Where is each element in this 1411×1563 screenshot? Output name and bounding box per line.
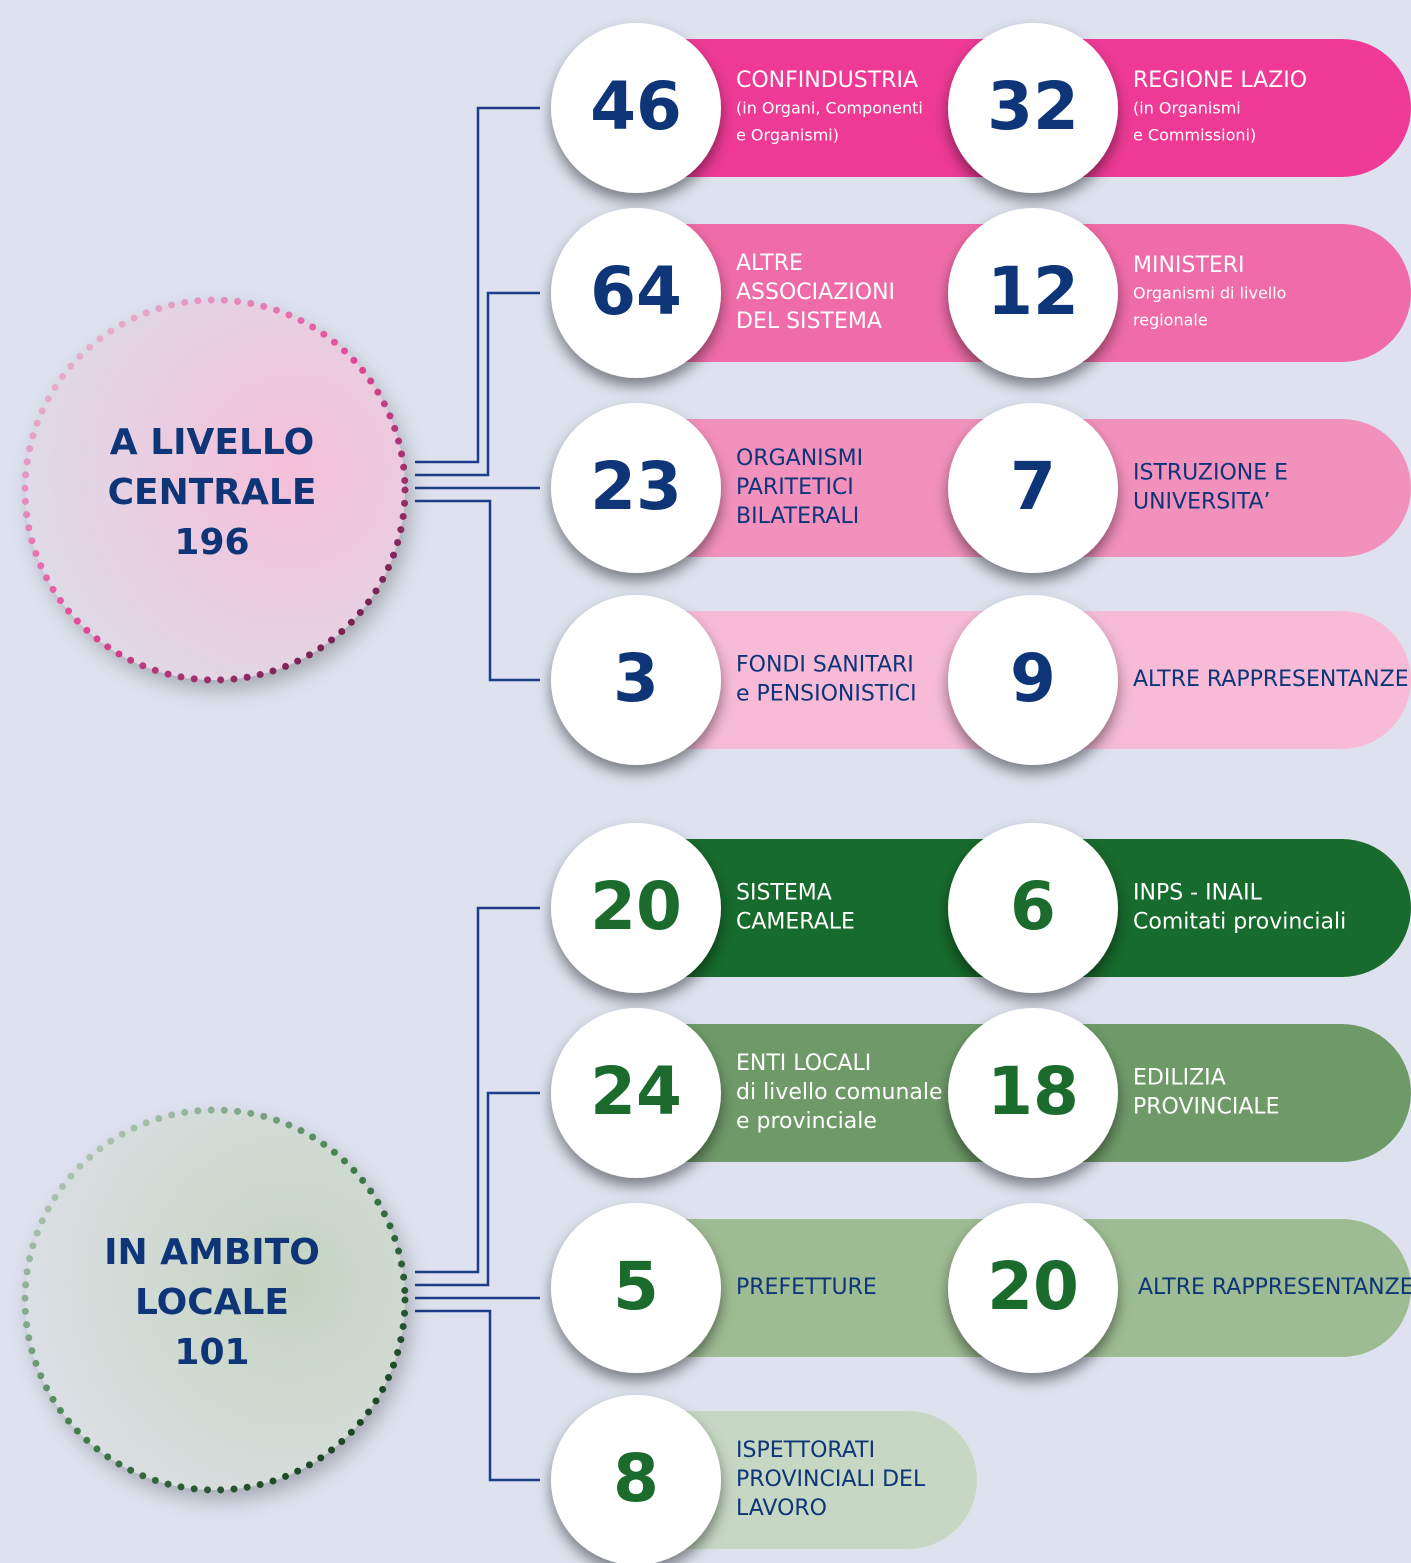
item-label: EDILIZIA	[1133, 1066, 1226, 1091]
item-note: (in Organismi	[1133, 99, 1241, 118]
number-circle	[551, 595, 721, 765]
number: 24	[590, 1053, 682, 1130]
connector	[415, 1091, 540, 1287]
connector	[415, 291, 540, 477]
item-label: ALTRE RAPPRESENTANZE	[1133, 667, 1409, 692]
item-label: ALTRE RAPPRESENTANZE	[1138, 1275, 1411, 1300]
item-label: FONDI SANITARI	[736, 653, 914, 678]
number-circle	[948, 403, 1118, 573]
number: 18	[987, 1053, 1079, 1130]
number: 3	[613, 640, 659, 717]
number-circle	[551, 23, 721, 193]
connector	[415, 906, 540, 1274]
item-label: PARITETICI	[736, 475, 854, 500]
item-label: ISPETTORATI	[736, 1438, 875, 1463]
number-circle	[948, 208, 1118, 378]
number: 7	[1010, 448, 1056, 525]
pill	[640, 1411, 977, 1549]
number: 12	[987, 253, 1079, 330]
number-circle	[551, 1395, 721, 1563]
number-circle	[551, 1203, 721, 1373]
number-circle	[948, 1203, 1118, 1373]
item-note: (in Organi, Componenti	[736, 99, 923, 118]
dotted-ring	[21, 1106, 409, 1494]
item-label: SISTEMA	[736, 881, 832, 906]
number: 9	[1010, 640, 1056, 717]
dotted-ring	[21, 296, 409, 684]
item-label: BILATERALI	[736, 504, 859, 529]
item-label: ENTI LOCALI	[736, 1051, 871, 1076]
item-note: e Organismi)	[736, 126, 839, 145]
item-label: LAVORO	[736, 1496, 827, 1521]
item-label: PREFETTURE	[736, 1275, 877, 1300]
number-circle	[948, 23, 1118, 193]
group-title: LOCALE	[135, 1282, 289, 1323]
number: 46	[590, 68, 682, 145]
number-circle	[551, 823, 721, 993]
number-circle	[551, 403, 721, 573]
item-label: e provinciale	[736, 1109, 877, 1134]
number: 20	[987, 1248, 1079, 1325]
item-label: ALTRE	[736, 251, 803, 276]
item-label: ISTRUZIONE E	[1133, 461, 1288, 486]
number-circle	[551, 208, 721, 378]
item-label: UNIVERSITA’	[1133, 490, 1271, 515]
item-label: PROVINCIALE	[1133, 1095, 1280, 1120]
number: 20	[590, 868, 682, 945]
item-label: CONFINDUSTRIA	[736, 68, 918, 93]
item-label: e PENSIONISTICI	[736, 682, 917, 707]
item-note: e Commissioni)	[1133, 126, 1256, 145]
group-circle	[25, 1110, 405, 1490]
item-label: PROVINCIALI DEL	[736, 1467, 926, 1492]
number: 23	[590, 448, 682, 525]
connector	[415, 499, 540, 682]
number-circle	[948, 823, 1118, 993]
item-label: REGIONE LAZIO	[1133, 68, 1307, 93]
item-label: DEL SISTEMA	[736, 309, 882, 334]
number: 6	[1010, 868, 1056, 945]
item-note: Organismi di livello	[1133, 284, 1286, 303]
number: 32	[987, 68, 1079, 145]
item-label: ASSOCIAZIONI	[736, 280, 895, 305]
item-note: regionale	[1133, 311, 1208, 330]
number: 64	[590, 253, 682, 330]
group-title: 196	[174, 522, 249, 563]
item-label: MINISTERI	[1133, 253, 1245, 278]
item-label: di livello comunale	[736, 1080, 943, 1105]
connector	[415, 106, 540, 464]
number: 5	[613, 1248, 659, 1325]
group-title: A LIVELLO	[110, 422, 314, 463]
item-label: Comitati provinciali	[1133, 910, 1346, 935]
number-circle	[948, 595, 1118, 765]
number-circle	[551, 1008, 721, 1178]
group-circle	[25, 300, 405, 680]
group-title: IN AMBITO	[104, 1232, 320, 1273]
number: 8	[613, 1440, 659, 1517]
item-label: INPS - INAIL	[1133, 881, 1263, 906]
item-label: CAMERALE	[736, 910, 855, 935]
group-title: CENTRALE	[108, 472, 317, 513]
group-title: 101	[174, 1332, 249, 1373]
number-circle	[948, 1008, 1118, 1178]
item-label: ORGANISMI	[736, 446, 863, 471]
connector	[415, 1309, 540, 1482]
